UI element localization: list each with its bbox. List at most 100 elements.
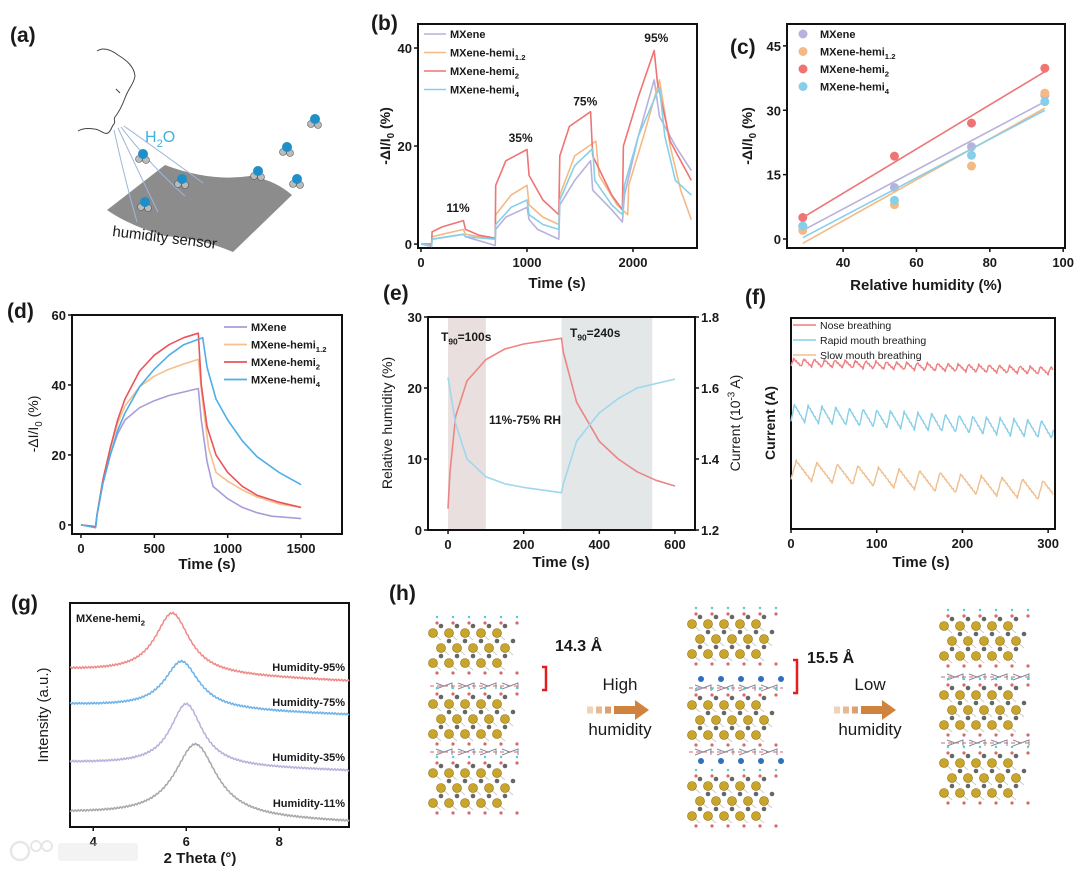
water-molecule-icon	[698, 758, 704, 764]
mxene-layer	[687, 768, 778, 828]
water-molecule-icon	[778, 758, 784, 764]
legend-label-part: 4	[885, 87, 890, 96]
y-tick-label: 40	[398, 41, 412, 56]
x-tick-label-part: 200	[513, 537, 535, 552]
data-point	[966, 161, 976, 171]
arrow-label-part: humidity	[588, 720, 652, 739]
legend-label: MXene-hemi4	[820, 82, 890, 96]
t90-annotation-part: =240s	[587, 326, 621, 340]
fit-line	[802, 109, 1046, 239]
y-tick-label: 40	[52, 378, 66, 393]
legend-label: MXene-hemi2	[251, 357, 320, 371]
x-tick-label-part: 200	[952, 536, 974, 551]
breath-sensor-illustration	[77, 48, 322, 252]
x-tick-label-part: 0	[417, 255, 424, 270]
sample-label-part: 2	[141, 618, 145, 627]
series-line	[420, 86, 692, 247]
y-axis-label-part: 0	[34, 421, 45, 427]
y-axis-label-part: -ΔI/I	[25, 427, 41, 453]
y-tick-label-part: 20	[398, 139, 412, 154]
water-molecule-icon	[718, 758, 724, 764]
y-tick-label-part: 0	[415, 523, 422, 538]
mxene-layer	[428, 686, 519, 746]
y-right-axis-label-part: A)	[727, 375, 743, 392]
humidity-annotation: 35%	[509, 131, 533, 145]
mxene-layer	[687, 606, 778, 666]
legend-label-part: MXene	[251, 322, 286, 334]
legend-label-part: MXene-hemi	[450, 85, 515, 97]
water-molecule-icon	[758, 758, 764, 764]
data-point	[966, 142, 976, 152]
panel-label-d-part: (d)	[7, 300, 34, 323]
water-molecule-icon	[174, 174, 189, 189]
x-tick-label: 300	[1037, 536, 1059, 551]
series-line	[421, 79, 693, 245]
panel-label-h-part: (h)	[389, 582, 416, 605]
x-tick-label-part: 0	[787, 536, 794, 551]
fit-line	[802, 107, 1046, 244]
x-tick-label-part: 300	[1037, 536, 1059, 551]
t90-annotation: T90=100s	[441, 330, 492, 347]
x-tick-label-part: 60	[909, 255, 923, 270]
spacing-label-part: 14.3 Å	[555, 636, 603, 655]
y-right-tick-label-part: 1.2	[701, 523, 719, 538]
h2o-label-part: 2	[157, 138, 163, 150]
y-tick-label: 10	[408, 452, 422, 467]
mxene-layer	[428, 755, 519, 815]
water-molecule-icon	[289, 174, 304, 189]
x-tick-label: 100	[1052, 255, 1074, 270]
water-molecule-icon	[135, 149, 150, 164]
arrow-right-icon	[587, 700, 649, 720]
series-label: Humidity-95%	[272, 662, 345, 674]
humidity-annotation: 95%	[644, 31, 668, 45]
legend-label: MXene	[251, 322, 286, 334]
legend-label: Nose breathing	[820, 320, 891, 332]
y-tick-label-part: 0	[405, 237, 412, 252]
x-tick-label-part: 600	[664, 537, 686, 552]
legend-label-part: 2	[515, 71, 519, 80]
legend-label-part: MXene-hemi	[820, 47, 885, 59]
y-axis-label-part: -ΔI/I	[377, 138, 393, 164]
series-line	[69, 611, 350, 683]
breath-flow-lines	[113, 125, 204, 223]
y-axis-label-part: 0	[386, 132, 397, 138]
x-tick-label-part: 100	[866, 536, 888, 551]
arrow-label-part: humidity	[838, 720, 902, 739]
chart-b: 0 1000 20000204011%35%75%95%MXeneMXene-hem…	[377, 23, 698, 292]
series-line	[69, 659, 350, 716]
legend-label-part: MXene-hemi	[251, 357, 316, 369]
data-point	[966, 150, 976, 160]
linker-layer	[689, 748, 784, 764]
legend-label-part: MXene	[820, 29, 855, 41]
y-tick-label-part: 40	[52, 378, 66, 393]
legend-label-part: Slow mouth breathing	[820, 350, 922, 362]
y-tick-label-part: 30	[408, 310, 422, 325]
x-tick-label: 4	[90, 834, 98, 849]
legend-swatch	[798, 47, 808, 56]
legend-label: MXene-hemi1.2	[450, 48, 525, 62]
y-right-tick-label-part: 1.4	[701, 452, 720, 467]
x-axis-label-part: Time (s)	[532, 554, 589, 571]
y-axis-label-part: (%)	[377, 107, 393, 133]
mxene-layer	[687, 687, 778, 747]
plot-area	[448, 317, 653, 530]
x-tick-label: 0	[787, 536, 794, 551]
x-axis-label-part: 2 Theta (°)	[164, 850, 237, 867]
fit-line	[802, 100, 1046, 232]
legend-label: MXene-hemi4	[450, 85, 520, 99]
series-line	[80, 332, 302, 528]
arrow-label: humidity	[588, 720, 652, 739]
water-molecule-icon	[279, 142, 294, 157]
series-line	[421, 49, 693, 245]
data-point	[1040, 63, 1050, 73]
shaded-region	[561, 317, 653, 530]
x-tick-label-part: 6	[183, 834, 190, 849]
data-point	[1040, 97, 1050, 107]
legend-label: MXene-hemi1.2	[251, 340, 326, 354]
y-axis-label-part: Relative humidity (%)	[379, 357, 395, 489]
h2o-label: H2O	[145, 129, 175, 150]
legend-label-part: MXene-hemi	[251, 340, 316, 352]
legend-label-part: 1.2	[515, 53, 526, 62]
